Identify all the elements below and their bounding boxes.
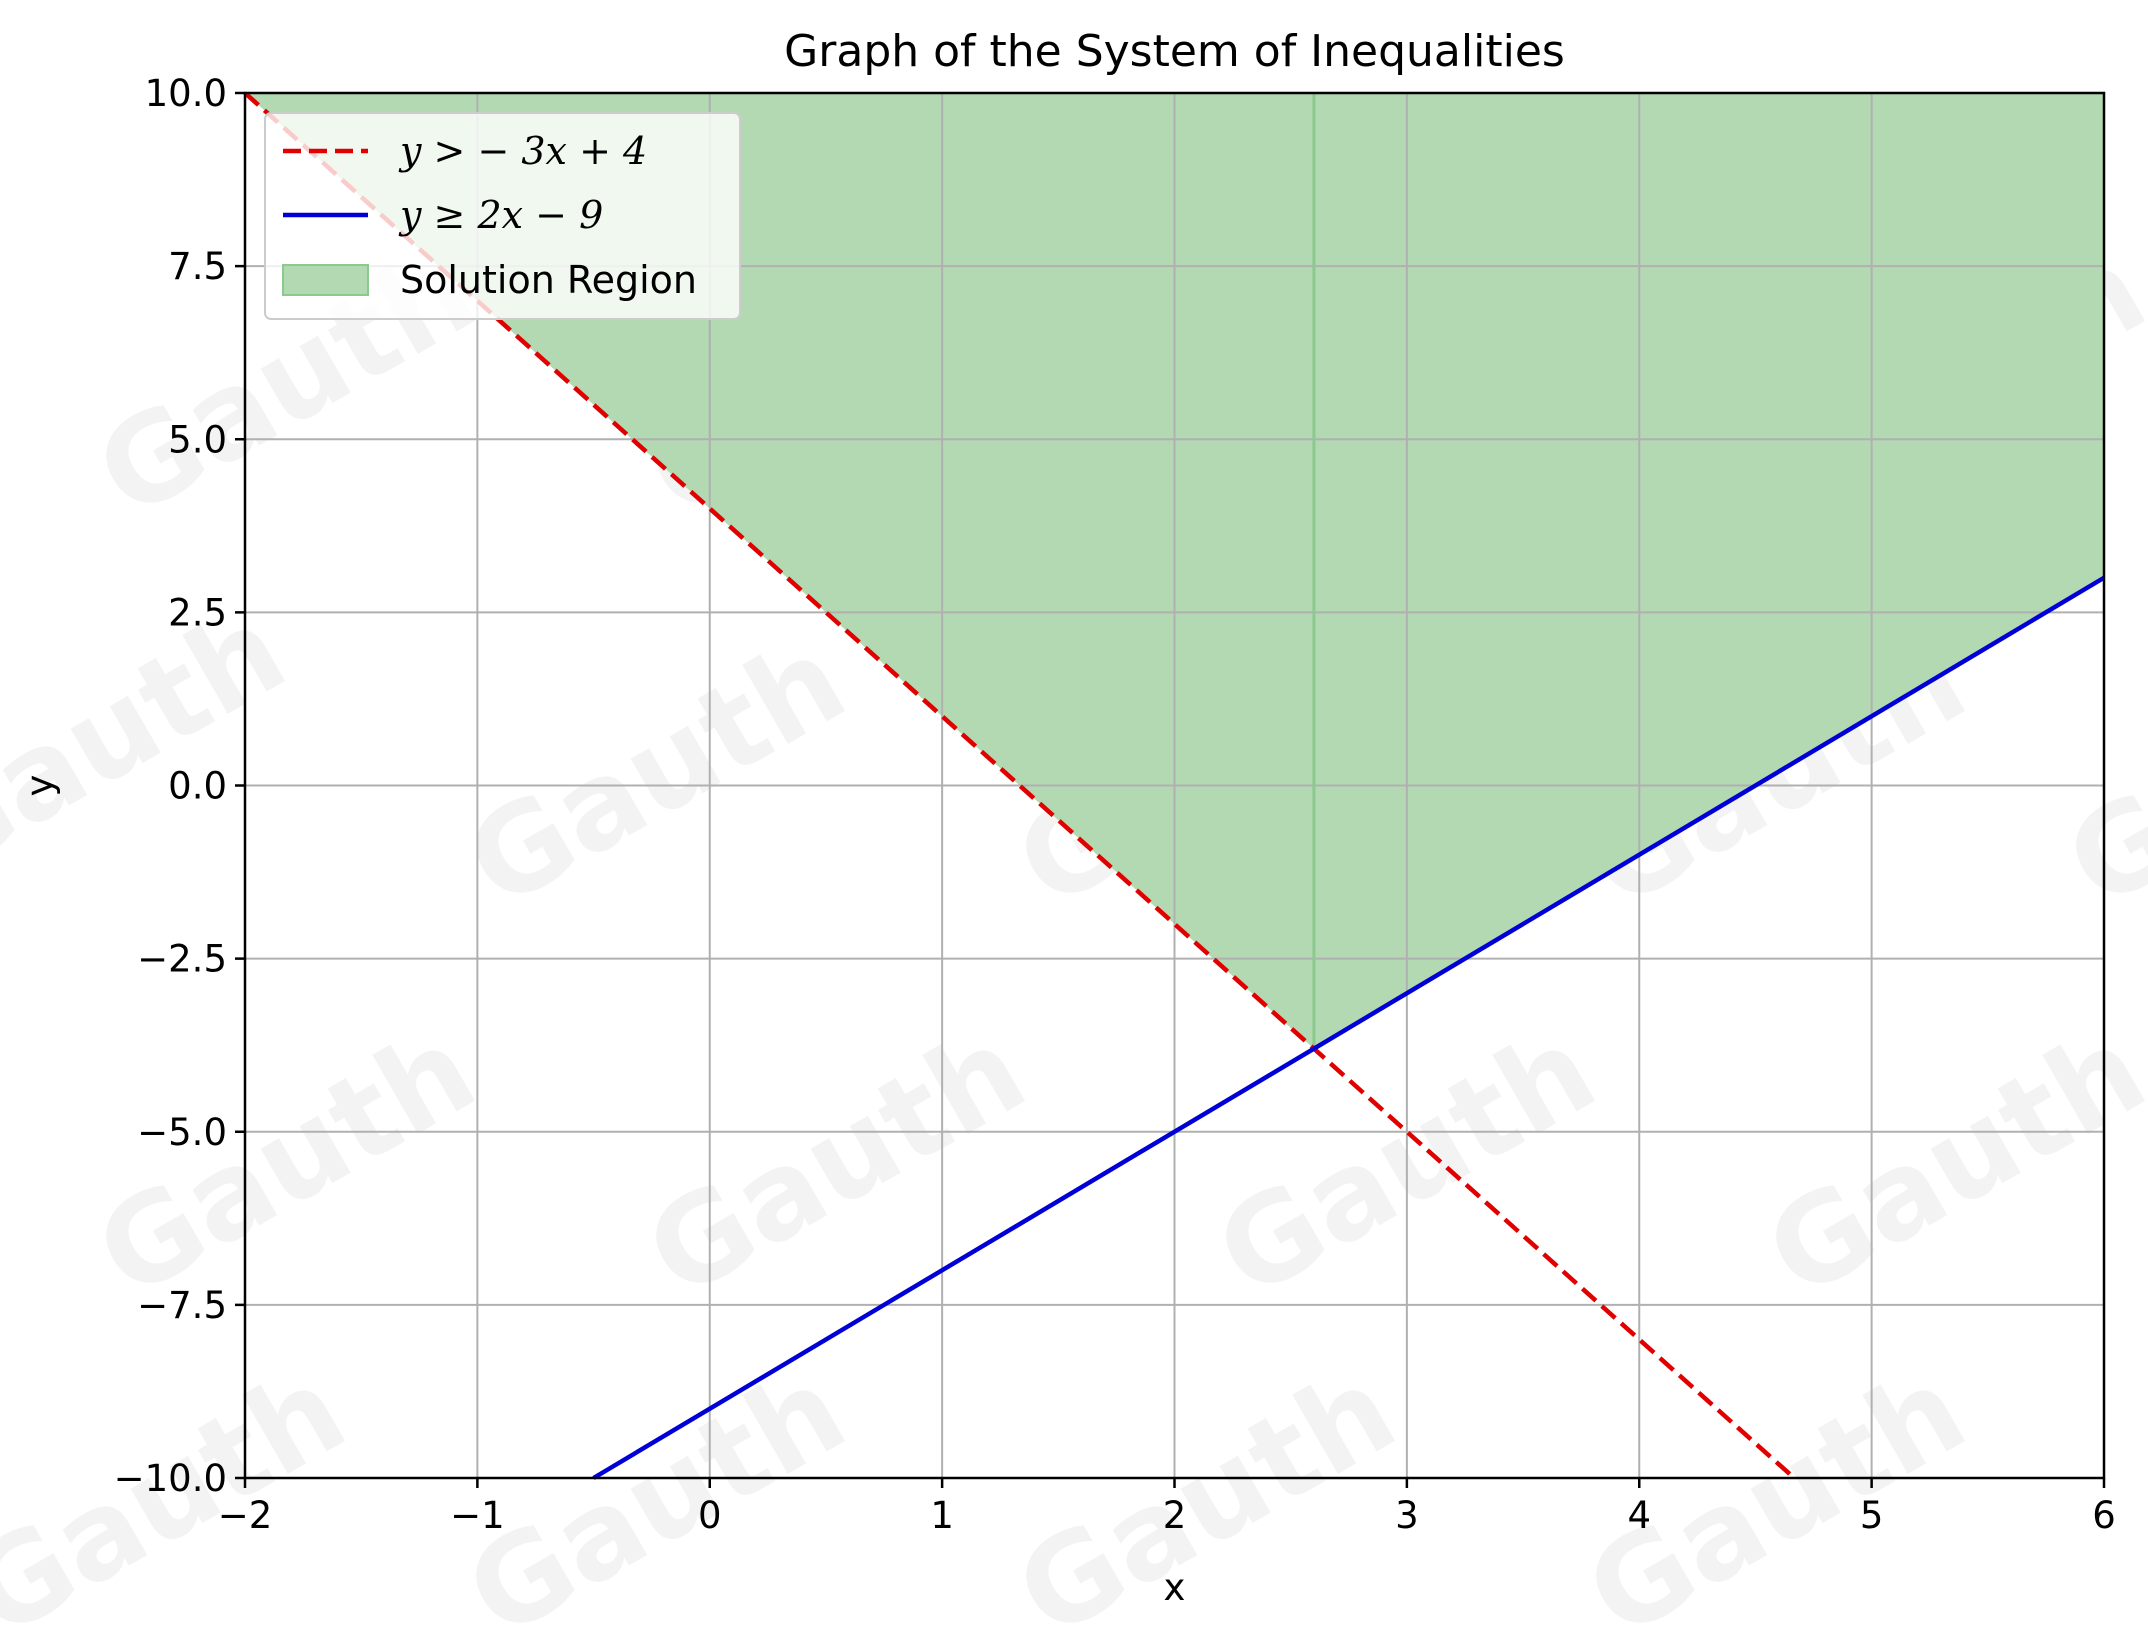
y-axis-label: y	[18, 775, 61, 797]
watermark-text: Gauth	[2045, 611, 2148, 935]
y-axis-ticks: −10.0 −7.5 −5.0 −2.5 0.0 2.5 5.0 7.5 10.0	[114, 72, 245, 1500]
watermark-text: Gauth	[1565, 1341, 1988, 1638]
x-tick-label: −1	[450, 1494, 505, 1537]
legend-swatch-region	[282, 264, 369, 296]
watermark-text: Gauth	[445, 1341, 868, 1638]
line-inequality-2	[592, 575, 2106, 1480]
y-tick-label: 2.5	[168, 591, 227, 634]
y-tick-label: −2.5	[137, 938, 227, 981]
legend-label-region: Solution Region	[400, 258, 697, 302]
y-tick-label: 5.0	[168, 418, 227, 461]
x-tick-label: 2	[1163, 1494, 1187, 1537]
watermark-text: Gauth	[75, 1001, 498, 1325]
watermark-text: Gauth	[625, 1001, 1048, 1325]
y-tick-label: 0.0	[168, 765, 227, 808]
x-tick-label: 3	[1395, 1494, 1419, 1537]
watermark-text: Gauth	[1745, 1001, 2148, 1325]
watermark-text: Gauth	[445, 611, 868, 935]
line-inequality-1	[243, 91, 1796, 1480]
y-tick-label: 10.0	[145, 72, 227, 115]
y-tick-label: −7.5	[137, 1284, 227, 1327]
chart-title: Graph of the System of Inequalities	[784, 26, 1565, 77]
x-axis-ticks: −2 −1 0 1 2 3 4 5 6	[218, 1478, 2116, 1537]
x-tick-label: −2	[218, 1494, 273, 1537]
x-tick-label: 4	[1627, 1494, 1651, 1537]
x-tick-label: 5	[1860, 1494, 1884, 1537]
y-tick-label: −10.0	[114, 1457, 227, 1500]
x-tick-label: 1	[930, 1494, 954, 1537]
watermark-text: Gauth	[0, 581, 308, 905]
legend-box	[264, 112, 741, 320]
legend: y > − 3x + 4 y ≥ 2x − 9 Solution Region	[264, 112, 741, 320]
x-axis-label: x	[1164, 1566, 1186, 1609]
legend-label-inequality-1: y > − 3x + 4	[398, 129, 647, 173]
series-lines	[243, 91, 2106, 1480]
y-tick-label: 7.5	[168, 245, 227, 288]
x-tick-label: 6	[2092, 1494, 2116, 1537]
x-tick-label: 0	[698, 1494, 722, 1537]
y-tick-label: −5.0	[137, 1111, 227, 1154]
watermark-text: Gauth	[995, 1341, 1418, 1638]
legend-label-inequality-2: y ≥ 2x − 9	[398, 193, 603, 237]
